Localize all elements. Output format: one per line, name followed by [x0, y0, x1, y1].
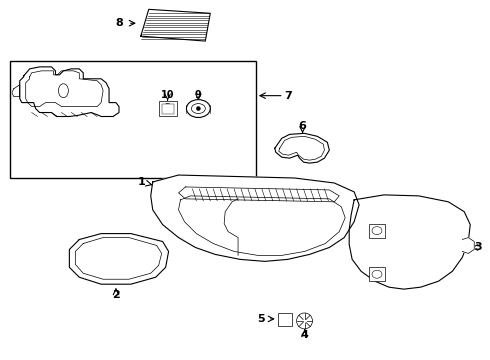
Ellipse shape	[196, 107, 200, 111]
Text: 9: 9	[195, 90, 202, 100]
Ellipse shape	[192, 104, 205, 113]
Ellipse shape	[372, 227, 382, 235]
Circle shape	[296, 313, 313, 329]
Text: 1: 1	[138, 177, 146, 187]
Polygon shape	[70, 234, 169, 284]
Text: 10: 10	[161, 90, 174, 100]
Text: 2: 2	[112, 290, 120, 300]
Bar	[369, 224, 385, 238]
Bar	[369, 267, 385, 281]
Polygon shape	[275, 133, 329, 163]
Bar	[159, 100, 176, 117]
Bar	[10, 61, 256, 178]
Bar	[162, 104, 173, 113]
Text: 3: 3	[474, 243, 482, 252]
Ellipse shape	[163, 104, 172, 113]
Polygon shape	[12, 85, 20, 96]
Polygon shape	[462, 238, 474, 253]
Text: 6: 6	[298, 121, 306, 131]
Text: 5: 5	[257, 314, 265, 324]
Ellipse shape	[187, 100, 210, 117]
Polygon shape	[141, 9, 210, 41]
Text: 7: 7	[285, 91, 293, 101]
Polygon shape	[178, 187, 339, 202]
Bar	[278, 313, 292, 326]
Polygon shape	[349, 195, 470, 289]
Ellipse shape	[372, 270, 382, 278]
Text: 4: 4	[300, 330, 309, 340]
Text: 8: 8	[115, 18, 123, 28]
Polygon shape	[20, 67, 119, 117]
Polygon shape	[151, 175, 359, 261]
Ellipse shape	[58, 84, 69, 98]
